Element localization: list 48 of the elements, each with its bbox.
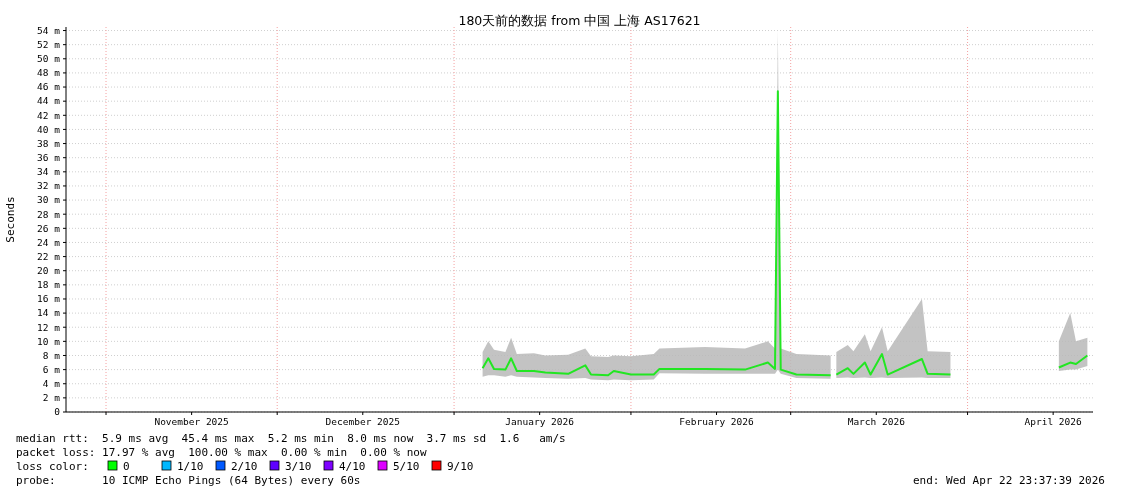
y-tick-label: 2 m — [42, 392, 61, 404]
text: median rtt: 5.9 ms avg 45.4 ms max 5.2 ms min 8.0 ms now 3.7 ms sd 1.6 am/s — [16, 432, 566, 445]
y-tick-label: 48 m — [37, 67, 61, 79]
y-tick-label: 42 m — [37, 109, 61, 121]
y-tick-label: 46 m — [37, 81, 61, 93]
y-tick-label: 24 m — [37, 236, 61, 248]
x-tick-label: December 2025 — [325, 416, 400, 427]
text: 2/10 — [231, 460, 258, 473]
x-tick-label: February 2026 — [679, 416, 754, 427]
y-tick-label: 40 m — [37, 123, 61, 135]
text: 3/10 — [285, 460, 312, 473]
text: 4/10 — [339, 460, 366, 473]
text: end: Wed Apr 22 23:37:39 2026 — [912, 474, 1105, 487]
y-tick-label: 6 m — [42, 363, 61, 375]
text: 5/10 — [393, 460, 420, 473]
y-tick-label: 28 m — [37, 208, 61, 220]
text: 1/10 — [177, 460, 204, 473]
text: 0 — [123, 460, 130, 473]
y-tick-label: 32 m — [37, 180, 61, 192]
y-tick-label: 38 m — [37, 137, 61, 149]
text: 9/10 — [447, 460, 474, 473]
y-axis-title: Seconds — [4, 196, 17, 243]
y-tick-label: 30 m — [37, 194, 61, 206]
y-tick-label: 44 m — [37, 95, 61, 107]
y-tick-label: 12 m — [37, 321, 61, 333]
x-tick-label: November 2025 — [154, 416, 229, 427]
y-tick-label: 18 m — [37, 279, 61, 291]
y-tick-label: 52 m — [37, 38, 61, 50]
y-tick-label: 10 m — [37, 335, 61, 347]
x-tick-label: January 2026 — [505, 416, 575, 427]
y-tick-label: 14 m — [37, 307, 61, 319]
chart-title: 180天前的数据 from 中国 上海 AS17621 — [458, 13, 701, 28]
y-tick-label: 8 m — [42, 349, 61, 361]
x-tick-label: March 2026 — [847, 416, 906, 427]
y-tick-label: 26 m — [37, 222, 61, 234]
y-tick-label: 50 m — [37, 53, 61, 65]
y-tick-label: 20 m — [37, 265, 61, 277]
text: probe: 10 ICMP Echo Pings (64 Bytes) every 60s — [16, 474, 361, 487]
y-tick-label: 4 m — [42, 378, 61, 390]
x-tick-label: April 2026 — [1024, 416, 1083, 427]
y-tick-label: 36 m — [37, 152, 61, 164]
y-tick-label: 0 — [54, 406, 61, 418]
text: loss color: — [16, 460, 89, 473]
text: packet loss: 17.97 % avg 100.00 % max 0.00 % min 0.00 % now — [16, 446, 427, 459]
y-tick-label: 34 m — [37, 166, 61, 178]
y-tick-label: 54 m — [37, 24, 61, 36]
y-tick-label: 16 m — [37, 293, 61, 305]
y-tick-label: 22 m — [37, 250, 61, 262]
